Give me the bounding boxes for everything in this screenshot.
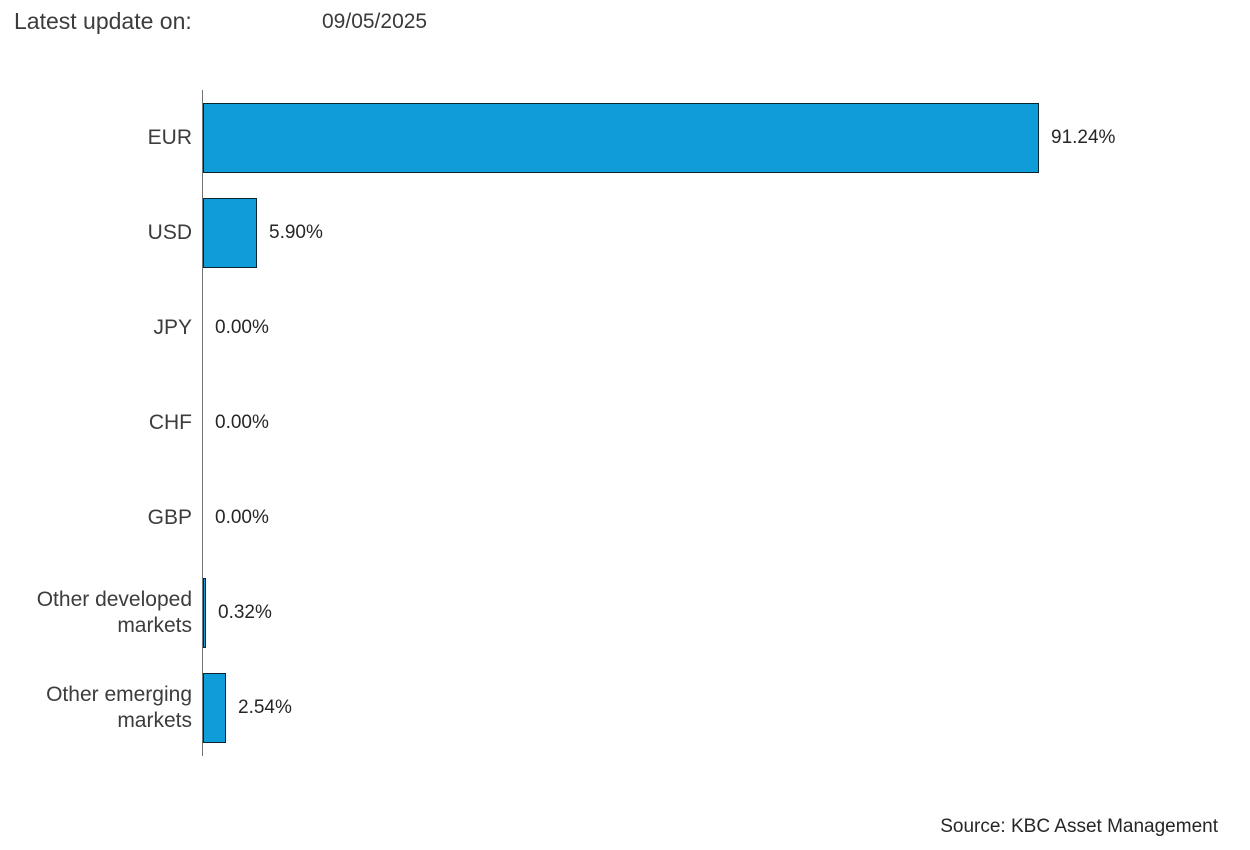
category-label: GBP (147, 506, 192, 530)
bar-area: 0.00% (202, 470, 1250, 566)
value-label: 0.32% (218, 602, 272, 624)
bar-area: 91.24% (202, 90, 1250, 186)
bar (203, 578, 206, 649)
value-label: 0.00% (215, 411, 269, 433)
bar (203, 102, 1039, 173)
category-label: JPY (153, 315, 192, 339)
bar-area: 2.54% (202, 660, 1250, 756)
bar (203, 197, 257, 268)
bar (203, 673, 226, 744)
value-label: 91.24% (1051, 126, 1116, 148)
latest-update-label: Latest update on: (14, 8, 192, 34)
category-label: Other developed markets (36, 588, 192, 638)
chart-row: JPY 0.00% (0, 280, 1250, 376)
chart-row: CHF 0.00% (0, 375, 1250, 471)
chart-row: GBP 0.00% (0, 470, 1250, 566)
chart-row: Other developed markets 0.32% (0, 565, 1250, 661)
bar-area: 0.00% (202, 280, 1250, 376)
category-label: USD (147, 220, 192, 244)
value-label: 0.00% (215, 507, 269, 529)
category-label: EUR (147, 125, 192, 149)
category-label: Other emerging markets (46, 683, 192, 733)
value-label: 5.90% (269, 221, 323, 243)
source-attribution: Source: KBC Asset Management (940, 816, 1218, 837)
category-label: CHF (148, 410, 192, 434)
bar-area: 0.00% (202, 375, 1250, 471)
value-label: 0.00% (215, 316, 269, 338)
bar-area: 5.90% (202, 185, 1250, 281)
currency-bar-chart: EUR 91.24% USD 5.90% JPY 0.00% CHF 0.00% GBP 0.00… (0, 90, 1250, 756)
chart-row: USD 5.90% (0, 185, 1250, 281)
latest-update-date: 09/05/2025 (322, 10, 428, 33)
value-label: 2.54% (238, 697, 292, 719)
bar-area: 0.32% (202, 565, 1250, 661)
chart-row: EUR 91.24% (0, 90, 1250, 186)
chart-row: Other emerging markets 2.54% (0, 660, 1250, 756)
